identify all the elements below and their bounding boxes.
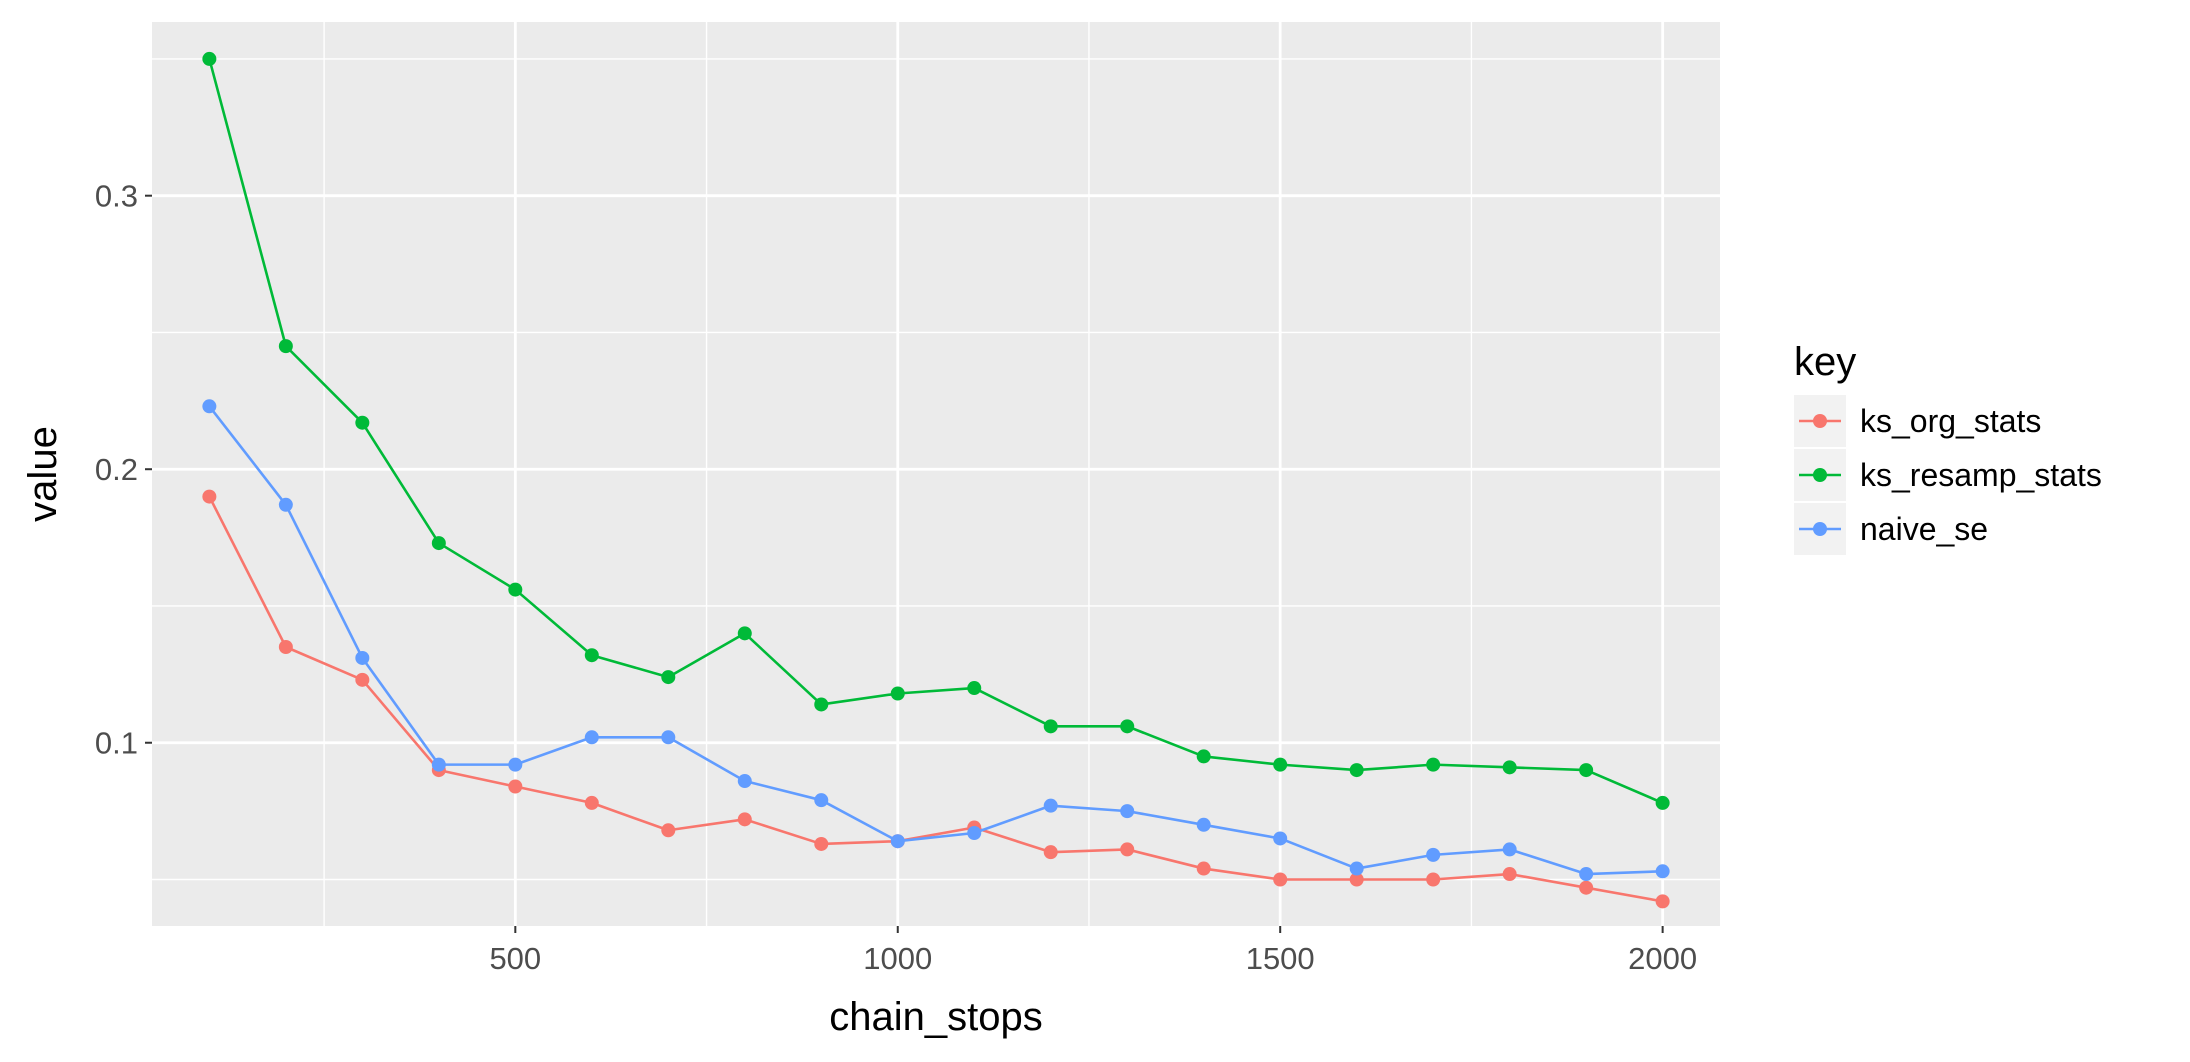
legend: key ks_org_stats ks_resamp_stats naive_se: [1794, 340, 2102, 555]
legend-key-point: [1813, 414, 1827, 428]
y-tick-label: 0.1: [95, 726, 138, 761]
x-tick-label: 1000: [863, 941, 932, 976]
data-point-ks-resamp-stats: [967, 681, 982, 696]
data-point-naive-se: [737, 774, 752, 789]
data-point-naive-se: [890, 834, 905, 849]
x-axis-title: chain_stops: [829, 995, 1042, 1039]
x-tick-label: 2000: [1628, 941, 1697, 976]
data-point-ks-resamp-stats: [1120, 719, 1135, 734]
data-point-ks-resamp-stats: [661, 670, 676, 685]
x-tick-label: 500: [489, 941, 541, 976]
series-line-ks-org-stats: [208, 495, 1663, 903]
data-point-ks-resamp-stats: [1349, 763, 1364, 778]
data-point-ks-resamp-stats: [584, 648, 599, 663]
data-point-ks-resamp-stats: [508, 582, 523, 597]
data-point-ks-resamp-stats: [431, 536, 446, 551]
data-point-ks-org-stats: [1655, 894, 1670, 909]
data-point-ks-org-stats: [202, 489, 217, 504]
data-point-ks-resamp-stats: [202, 51, 217, 66]
data-point-naive-se: [1426, 847, 1441, 862]
data-point-ks-resamp-stats: [1426, 757, 1441, 772]
legend-label-ks-resamp-stats: ks_resamp_stats: [1860, 457, 2102, 493]
data-point-ks-org-stats: [1426, 872, 1441, 887]
legend-label-ks-org-stats: ks_org_stats: [1860, 403, 2041, 439]
y-tick-label: 0.2: [95, 452, 138, 487]
data-point-ks-org-stats: [661, 823, 676, 838]
data-point-ks-org-stats: [737, 812, 752, 827]
grid-minor: [152, 22, 1720, 926]
data-point-naive-se: [1655, 864, 1670, 879]
data-point-ks-resamp-stats: [1579, 763, 1594, 778]
data-point-ks-resamp-stats: [1273, 757, 1288, 772]
data-point-ks-org-stats: [1273, 872, 1288, 887]
data-point-ks-org-stats: [1196, 861, 1211, 876]
panel-background: [152, 22, 1720, 926]
x-tick-label: 1500: [1246, 941, 1315, 976]
data-point-naive-se: [1349, 861, 1364, 876]
legend-key-point: [1813, 468, 1827, 482]
data-point-naive-se: [278, 497, 293, 512]
data-point-naive-se: [1043, 798, 1058, 813]
series-layer: [202, 51, 1670, 909]
data-point-ks-org-stats: [1120, 842, 1135, 857]
data-point-ks-org-stats: [355, 672, 370, 687]
data-point-naive-se: [1502, 842, 1517, 857]
y-tick-label: 0.3: [95, 179, 138, 214]
data-point-ks-org-stats: [584, 795, 599, 810]
data-point-naive-se: [814, 793, 829, 808]
ticks-layer: 500 1000 1500 2000 0.1 0.2 0.3: [95, 179, 1697, 976]
data-point-naive-se: [508, 757, 523, 772]
legend-title: key: [1794, 340, 1856, 384]
data-point-ks-org-stats: [1349, 872, 1364, 887]
data-point-ks-org-stats: [1043, 845, 1058, 860]
data-point-ks-resamp-stats: [814, 697, 829, 712]
data-point-ks-resamp-stats: [278, 339, 293, 354]
data-point-ks-resamp-stats: [355, 415, 370, 430]
data-point-naive-se: [1120, 804, 1135, 819]
y-axis-title: value: [21, 426, 65, 522]
data-point-ks-org-stats: [1579, 880, 1594, 895]
legend-label-naive-se: naive_se: [1860, 511, 1988, 547]
data-point-ks-org-stats: [1502, 867, 1517, 882]
data-point-naive-se: [431, 757, 446, 772]
series-line-naive-se: [208, 405, 1663, 876]
legend-key-point: [1813, 522, 1827, 536]
data-point-ks-resamp-stats: [1043, 719, 1058, 734]
grid-major: [152, 22, 1720, 926]
data-point-naive-se: [661, 730, 676, 745]
data-point-naive-se: [202, 399, 217, 414]
data-point-ks-resamp-stats: [1196, 749, 1211, 764]
data-point-naive-se: [1273, 831, 1288, 846]
data-point-naive-se: [584, 730, 599, 745]
legend-items: ks_org_stats ks_resamp_stats naive_se: [1794, 395, 2102, 555]
data-point-naive-se: [1196, 817, 1211, 832]
data-point-ks-resamp-stats: [890, 686, 905, 701]
data-point-ks-resamp-stats: [737, 626, 752, 641]
data-point-ks-resamp-stats: [1655, 795, 1670, 810]
series-line-ks-resamp-stats: [208, 58, 1664, 805]
data-point-ks-org-stats: [508, 779, 523, 794]
data-point-naive-se: [1579, 867, 1594, 882]
data-point-naive-se: [355, 650, 370, 665]
data-point-ks-resamp-stats: [1502, 760, 1517, 775]
data-point-ks-org-stats: [814, 836, 829, 851]
data-point-naive-se: [967, 826, 982, 841]
data-point-ks-org-stats: [278, 640, 293, 655]
